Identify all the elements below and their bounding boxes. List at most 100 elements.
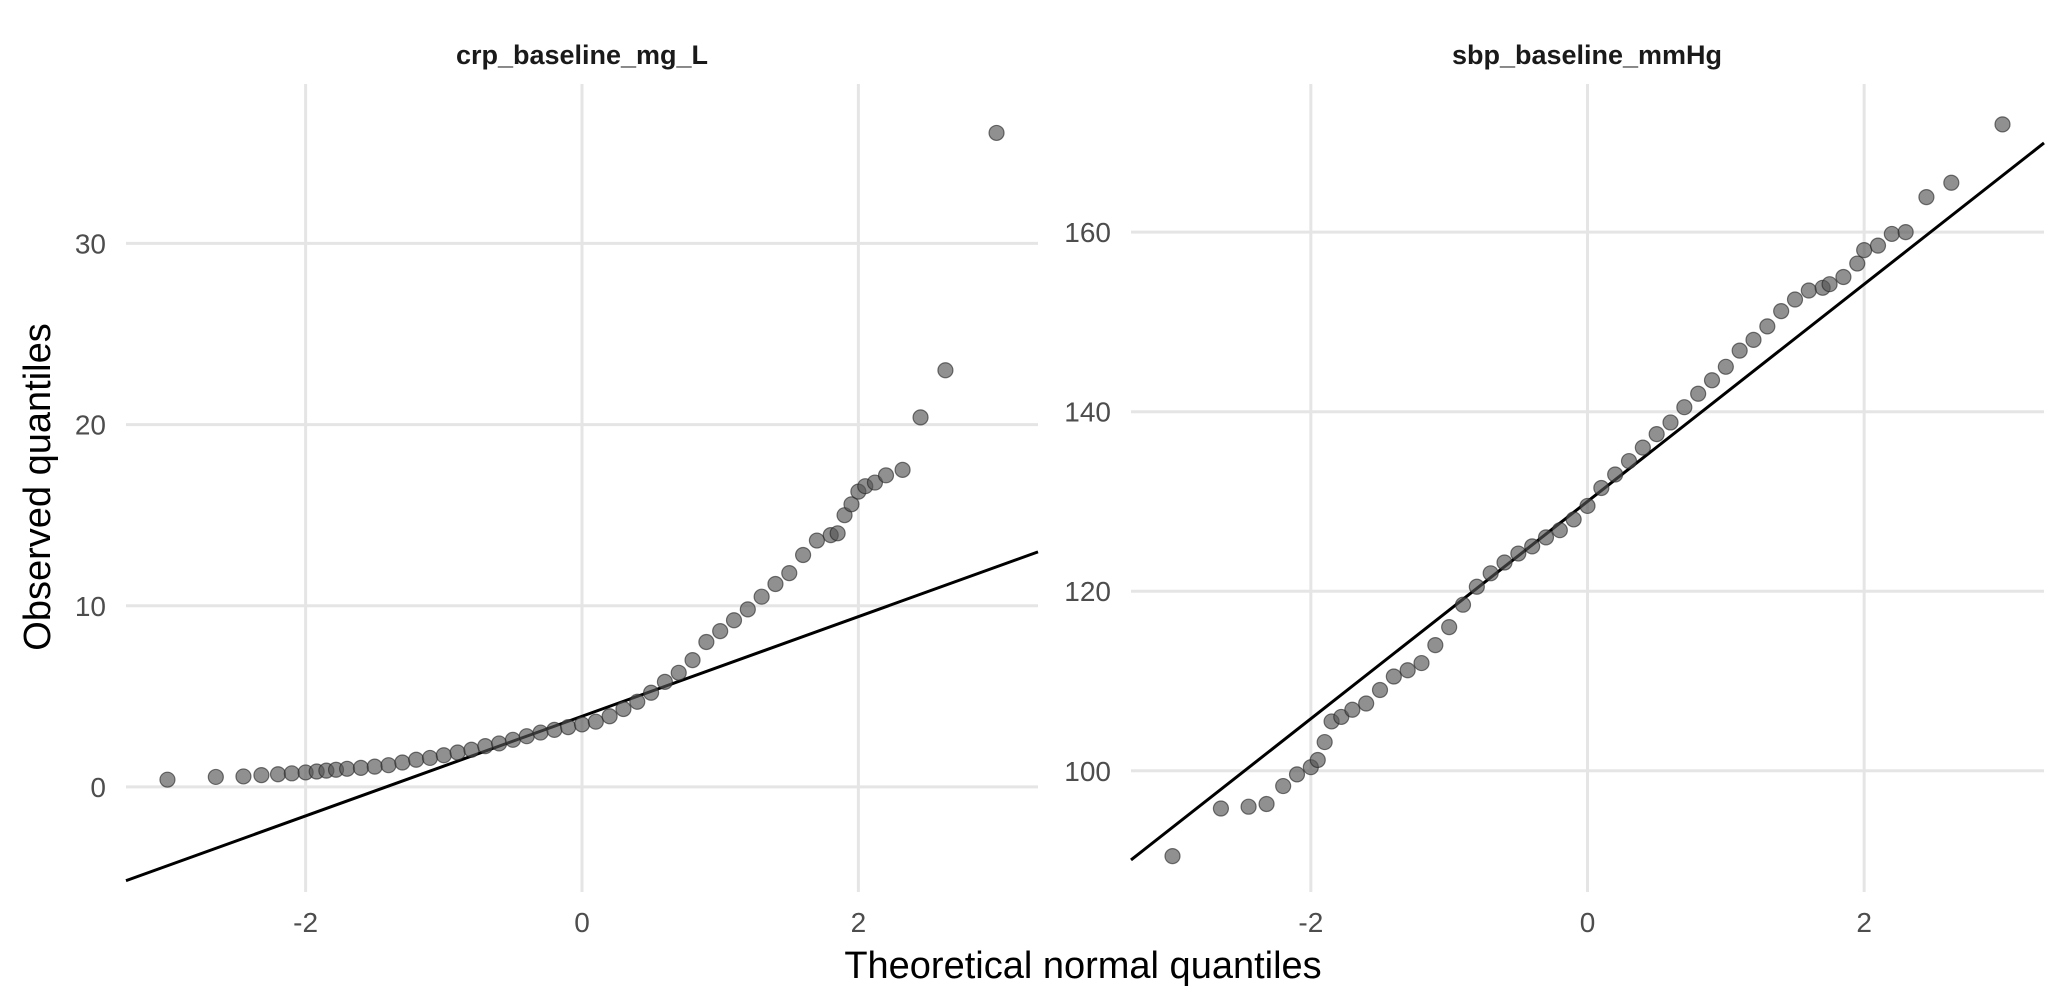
data-point xyxy=(1510,545,1527,562)
data-point xyxy=(1849,255,1866,272)
data-point xyxy=(587,713,604,730)
data-point xyxy=(1537,529,1555,546)
data-point xyxy=(1164,847,1181,865)
data-point xyxy=(725,612,743,629)
y-tick-label: 100 xyxy=(1064,756,1111,787)
panel-title: sbp_baseline_mmHg xyxy=(1452,40,1722,70)
data-point xyxy=(1759,318,1776,335)
data-point xyxy=(1856,241,1873,259)
data-point xyxy=(1240,798,1257,815)
panel-title: crp_baseline_mg_L xyxy=(456,40,708,70)
data-point xyxy=(366,758,383,775)
data-point xyxy=(843,496,860,513)
data-point xyxy=(712,623,729,640)
data-point xyxy=(684,652,701,669)
y-tick-label: 30 xyxy=(75,228,106,259)
y-tick-label: 140 xyxy=(1064,397,1111,428)
data-point xyxy=(504,731,522,748)
data-point xyxy=(1496,554,1513,571)
data-point xyxy=(338,760,356,777)
data-point xyxy=(1468,578,1485,595)
data-point xyxy=(1316,733,1333,751)
data-point xyxy=(463,741,480,758)
x-tick-label: 0 xyxy=(574,907,590,938)
data-point xyxy=(656,673,674,690)
data-point xyxy=(269,766,287,783)
data-point xyxy=(283,765,300,782)
data-point xyxy=(767,575,784,593)
data-point xyxy=(1593,479,1610,497)
data-point xyxy=(1918,189,1935,206)
data-point xyxy=(1371,681,1389,699)
data-point xyxy=(394,754,411,771)
data-point xyxy=(670,664,687,681)
data-point xyxy=(1399,662,1416,679)
data-point xyxy=(1994,116,2011,133)
data-point xyxy=(1883,225,1900,243)
x-tick-label: 0 xyxy=(1580,907,1596,938)
y-tick-label: 120 xyxy=(1064,576,1111,607)
data-point xyxy=(490,735,508,752)
x-tick-label: -2 xyxy=(1298,907,1323,938)
panel-sbp: sbp_baseline_mmHg -2 0 2 100 120 140 160 xyxy=(1064,40,2045,938)
y-tick-label: 160 xyxy=(1064,217,1111,248)
x-tick-label: 2 xyxy=(1856,907,1872,938)
data-point xyxy=(573,716,591,733)
data-point xyxy=(477,738,494,755)
data-point xyxy=(753,588,770,605)
data-point xyxy=(1427,637,1444,654)
data-point xyxy=(629,693,646,710)
x-tick-label: 2 xyxy=(851,907,867,938)
data-point xyxy=(1634,439,1651,456)
data-point xyxy=(1258,795,1275,813)
data-point xyxy=(794,546,812,564)
x-axis-title: Theoretical normal quantiles xyxy=(844,945,1321,987)
data-point xyxy=(408,751,425,768)
data-point xyxy=(1786,291,1804,308)
data-point xyxy=(781,565,798,582)
data-point xyxy=(435,747,452,764)
data-point xyxy=(1745,331,1762,348)
data-point xyxy=(1943,174,1960,191)
data-point xyxy=(253,767,270,784)
data-point xyxy=(739,601,756,618)
data-point xyxy=(352,759,370,777)
data-point xyxy=(1676,399,1693,416)
data-point xyxy=(1385,668,1402,685)
data-point xyxy=(380,757,397,774)
data-point xyxy=(1620,452,1638,470)
reference-line xyxy=(125,550,1039,883)
y-axis-title: Observed quantiles xyxy=(17,323,59,650)
data-point xyxy=(1275,777,1292,795)
data-point xyxy=(532,724,549,741)
data-point xyxy=(560,719,577,736)
data-point xyxy=(808,532,826,549)
data-point xyxy=(421,749,439,767)
data-point xyxy=(449,744,466,761)
data-point xyxy=(829,525,846,542)
data-point xyxy=(1607,466,1624,483)
data-point xyxy=(894,461,911,478)
data-point xyxy=(1731,342,1748,359)
data-point xyxy=(1482,565,1499,582)
data-point xyxy=(642,684,660,701)
data-point xyxy=(912,409,929,426)
data-point xyxy=(1703,372,1721,389)
data-point xyxy=(1662,414,1679,431)
data-point xyxy=(518,728,535,745)
data-point xyxy=(1344,701,1361,718)
data-point xyxy=(1413,654,1430,672)
data-point xyxy=(1565,511,1582,528)
data-point xyxy=(988,124,1005,142)
data-point xyxy=(1309,751,1326,769)
data-point xyxy=(1358,695,1375,712)
data-point xyxy=(546,721,563,738)
data-point xyxy=(1524,538,1541,555)
data-point xyxy=(1454,596,1472,613)
data-point xyxy=(1897,224,1914,241)
data-point xyxy=(1212,800,1230,817)
data-point xyxy=(1288,766,1306,783)
